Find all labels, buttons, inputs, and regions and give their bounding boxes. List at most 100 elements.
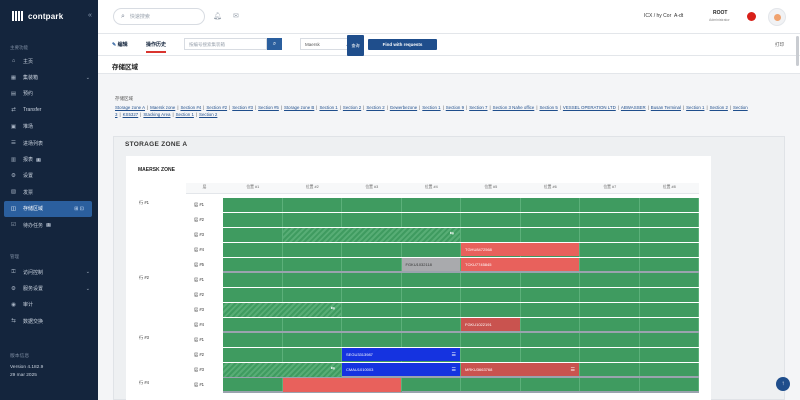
storage-cell[interactable] <box>580 243 640 257</box>
storage-cell[interactable] <box>461 303 521 317</box>
storage-cell[interactable] <box>580 348 640 362</box>
storage-cell[interactable] <box>580 228 640 242</box>
storage-cell[interactable] <box>401 243 461 257</box>
storage-cell[interactable] <box>520 228 580 242</box>
storage-cell[interactable] <box>342 258 402 272</box>
mail-icon[interactable]: ✉ <box>233 13 239 20</box>
sidebar-item-reports[interactable]: ▥ 报表 4 <box>10 156 41 164</box>
storage-cell[interactable] <box>401 288 461 302</box>
sidebar-item-exchange[interactable]: ⇆ 数据交换 <box>11 318 44 325</box>
sidebar-item-containers[interactable]: ▦ 集装箱 ⌄ <box>10 74 90 82</box>
container-slot[interactable]: TGHU8472568 <box>461 243 579 256</box>
language-flag-icon[interactable] <box>747 12 756 21</box>
storage-cell[interactable] <box>580 303 640 317</box>
storage-cell[interactable] <box>520 303 580 317</box>
storage-cell[interactable] <box>342 273 402 287</box>
storage-cell[interactable] <box>461 273 521 287</box>
occupied-cell[interactable] <box>282 378 402 392</box>
avatar[interactable] <box>768 8 786 26</box>
storage-cell[interactable] <box>580 378 640 392</box>
storage-actions-icon[interactable]: ⊞ ⊡ <box>74 205 84 212</box>
storage-cell[interactable] <box>639 348 699 362</box>
section-link[interactable]: Section #5 <box>258 105 279 110</box>
container-slot[interactable]: TCKU7745845 <box>461 258 579 271</box>
storage-cell[interactable] <box>282 333 342 347</box>
storage-cell[interactable] <box>461 348 521 362</box>
storage-cell[interactable] <box>461 288 521 302</box>
storage-cell[interactable] <box>639 213 699 227</box>
bell-icon[interactable]: 🔔︎ <box>213 13 222 20</box>
storage-cell[interactable] <box>520 273 580 287</box>
storage-cell[interactable] <box>401 303 461 317</box>
operator-select[interactable]: Maersk⌄ <box>300 38 354 50</box>
storage-cell[interactable] <box>639 198 699 212</box>
storage-cell[interactable] <box>580 258 640 272</box>
storage-cell[interactable] <box>342 318 402 332</box>
storage-cell[interactable] <box>401 333 461 347</box>
section-link[interactable]: Section 9 <box>445 105 465 110</box>
storage-cell[interactable] <box>223 258 283 272</box>
storage-cell[interactable] <box>342 288 402 302</box>
user-name[interactable]: ROOT <box>713 10 728 16</box>
storage-cell[interactable] <box>401 318 461 332</box>
storage-cell[interactable] <box>520 213 580 227</box>
storage-cell[interactable] <box>461 198 521 212</box>
sidebar-item-tasks[interactable]: ☑ 待办任务 3 <box>11 222 51 229</box>
container-slot[interactable]: FGKU1032118 <box>401 258 460 271</box>
storage-cell[interactable] <box>520 318 580 332</box>
storage-cell[interactable] <box>461 213 521 227</box>
storage-cell[interactable] <box>639 303 699 317</box>
section-link[interactable]: VESSEL OPERATION LTD <box>562 105 616 110</box>
logo[interactable]: contpark <box>12 11 63 21</box>
section-link[interactable]: Maersk zone <box>150 105 176 110</box>
storage-cell[interactable] <box>461 333 521 347</box>
sidebar-item-settings[interactable]: ⚙ 设置 <box>11 172 34 180</box>
storage-cell[interactable] <box>342 213 402 227</box>
section-link[interactable]: Section 1 <box>319 105 338 110</box>
storage-cell[interactable] <box>282 198 342 212</box>
storage-cell[interactable] <box>520 198 580 212</box>
section-link[interactable]: ABWASSER <box>620 105 646 110</box>
tab-edit[interactable]: ✎ 编辑 <box>112 42 128 48</box>
container-slot[interactable]: SEGU3313987 ☰ <box>342 348 460 361</box>
storage-cell[interactable] <box>223 228 283 242</box>
container-search-button[interactable]: ⌕ <box>267 38 282 50</box>
storage-cell[interactable] <box>223 243 283 257</box>
sidebar-item-service[interactable]: ⚙ 服务设置 ⌄ <box>11 285 90 293</box>
sidebar-item-storage[interactable]: ◫ 存储区域 ⊞ ⊡ <box>4 200 92 217</box>
menu-icon[interactable]: ☰ <box>451 351 456 358</box>
storage-cell[interactable] <box>580 333 640 347</box>
section-link[interactable]: Section 7 <box>469 105 488 110</box>
storage-cell[interactable] <box>639 378 699 392</box>
section-link[interactable]: Section #3 <box>232 105 253 110</box>
storage-cell[interactable] <box>520 288 580 302</box>
storage-cell[interactable] <box>639 363 699 377</box>
find-with-requests-button[interactable]: Find with requests <box>368 39 437 50</box>
sidebar-item-invoice[interactable]: ▧ 发票 <box>10 189 34 196</box>
section-link[interactable]: Storage zone B <box>284 105 315 110</box>
storage-cell[interactable] <box>580 198 640 212</box>
section-link[interactable]: Section 3 <box>115 105 748 117</box>
storage-cell[interactable] <box>401 198 461 212</box>
menu-icon[interactable]: ☰ <box>451 366 456 373</box>
scroll-to-top-button[interactable]: ↑ <box>776 377 790 391</box>
sidebar-item-booking[interactable]: ▤ 预约 <box>10 90 34 98</box>
section-link[interactable]: Section 1 <box>175 112 194 117</box>
section-link[interactable]: Section #4 <box>180 105 202 110</box>
storage-cell[interactable] <box>223 348 283 362</box>
global-search-input[interactable]: ⌕ 快速搜索 <box>113 8 205 25</box>
storage-cell[interactable] <box>461 228 521 242</box>
section-link[interactable]: Section 2 <box>709 105 728 110</box>
storage-cell[interactable] <box>520 378 580 392</box>
storage-cell[interactable] <box>282 318 342 332</box>
storage-cell[interactable] <box>639 318 699 332</box>
storage-cell[interactable] <box>342 198 402 212</box>
storage-cell[interactable] <box>282 348 342 362</box>
storage-cell[interactable] <box>580 213 640 227</box>
section-link[interactable]: Gewerbezone <box>389 105 418 110</box>
storage-cell[interactable] <box>461 378 521 392</box>
storage-cell[interactable] <box>639 273 699 287</box>
section-link[interactable]: Section 2 <box>342 105 362 110</box>
container-slot[interactable]: FGKU1022191 <box>461 318 520 331</box>
storage-cell[interactable] <box>282 243 342 257</box>
